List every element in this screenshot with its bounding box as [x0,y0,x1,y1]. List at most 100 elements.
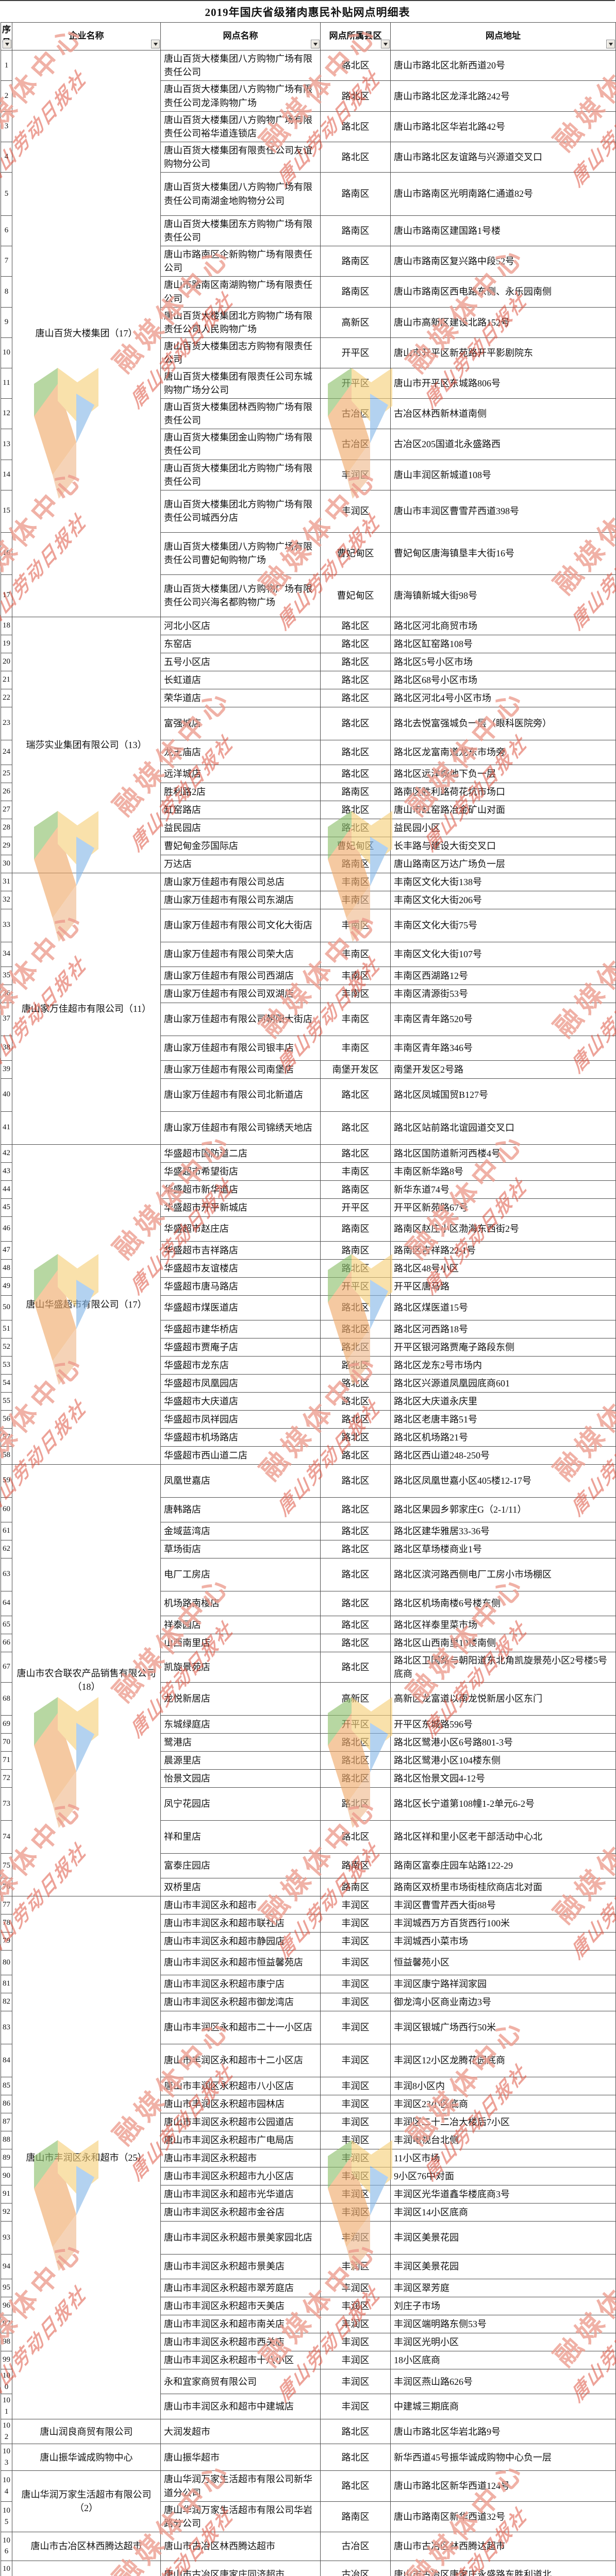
store-name-cell: 唐山家万佳超市有限公司文化大街店 [160,908,321,942]
table-row: 60 唐韩路店 路北区 路北区果园乡郭家庄G（2-1/11） [1,1497,616,1522]
store-name-cell: 唐山市丰润区永和超市十二小区店 [160,2043,321,2077]
company-cell: 唐山同济商场有限公司（2） [12,2560,161,2576]
district-cell: 路北区 [320,1521,391,1540]
store-name-cell: 唐山市丰润区永积超市金谷店 [160,2202,321,2222]
district-cell: 路南区 [320,246,391,277]
serial-cell: 74 [1,1820,12,1854]
store-name-cell: 唐山市丰润区永积超市景美家园北店 [160,2221,321,2255]
district-cell: 路北区 [320,634,391,653]
serial-cell: 89 [1,2148,12,2167]
address-cell: 路北区河北4号小区市场 [390,688,616,707]
district-cell: 路北区 [320,2470,391,2502]
store-name-cell: 富强城店 [160,706,321,740]
address-cell: 唐山市路北区新华西道124号 [390,2470,616,2502]
district-cell: 路北区 [320,1769,391,1788]
store-name-cell: 唐山振华超市 [160,2444,321,2471]
serial-cell: 5 [1,172,12,216]
district-cell: 丰润区 [320,1895,391,1914]
store-name-cell: 华盛超市新华道店 [160,1180,321,1199]
serial-cell: 105 [1,2501,12,2532]
store-name-cell: 华盛超市贾庵子店 [160,1337,321,1357]
store-name-cell: 唐山市古冶区林西腾达超市 [160,2531,321,2561]
store-name-cell: 唐山家万佳超市有限公司北新道店 [160,1078,321,1112]
serial-cell: 15 [1,489,12,533]
district-cell: 丰润区 [320,1913,391,1933]
table-row: 62 草场街店 路北区 路北区草场楼商业1号 [1,1539,616,1558]
company-cell: 唐山市古冶区林西腾达超市 [12,2531,161,2561]
store-name-cell: 华盛超市凤祥园店 [160,1410,321,1429]
store-name-cell: 唐山市丰润区永积超市康宁店 [160,1974,321,1993]
address-cell: 丰南区文化大街206号 [390,890,616,909]
address-cell: 南堡开发区2号路 [390,1060,616,1079]
address-cell: 唐山市路北区北新西道20号 [390,50,616,81]
district-cell: 曹妃甸区 [320,532,391,575]
table-row: 82 唐山市丰润区永积超市御龙湾店 丰润区 御龙湾小区商业南边3号 [1,1992,616,2011]
store-name-cell: 唐山市丰润区永积超市天美店 [160,2296,321,2315]
address-cell: 路北去悦富强城负一层（眼科医院旁） [390,706,616,740]
serial-cell: 83 [1,2010,12,2044]
district-cell: 路南区 [320,1877,391,1896]
district-cell: 丰润区 [320,2394,391,2419]
store-name-cell: 唐山百货大楼集团志方购物有限责任公司 [160,337,321,368]
district-cell: 丰润区 [320,1992,391,2011]
address-cell: 路北区远洋城地下负一层 [390,764,616,783]
store-name-cell: 荣华道店 [160,688,321,707]
autofilter-dropdown-icon[interactable] [151,40,160,49]
address-cell: 丰南区清源街53号 [390,984,616,1003]
serial-cell: 13 [1,429,12,460]
serial-cell: 47 [1,1241,12,1260]
col-header-label: 企业名称 [69,31,104,41]
district-cell: 路北区 [320,800,391,819]
address-cell: 唐山丰润区新城道108号 [390,459,616,490]
table-row: 22 荣华道店 路北区 路北区河北4号小区市场 [1,688,616,707]
table-row: 43 华盛超市希望街店 丰南区 丰南区新华路8号 [1,1162,616,1181]
table-row: 36 唐山家万佳超市有限公司双湖店 丰南区 丰南区清源街53号 [1,984,616,1003]
company-cell: 唐山润良商贸有限公司 [12,2418,161,2445]
district-cell: 南堡开发区 [320,1060,391,1079]
district-cell: 路北区 [320,1557,391,1591]
district-cell: 路北区 [320,764,391,783]
store-name-cell: 唐山百货大楼集团八方购物广场有限责任公司龙泽购物广场 [160,80,321,112]
store-name-cell: 益民园店 [160,818,321,837]
serial-cell: 87 [1,2112,12,2131]
col-header-store-name: 网点名称 [160,22,321,51]
district-cell: 高新区 [320,307,391,338]
address-cell: 路北区建华雅居33-36号 [390,1521,616,1540]
serial-cell: 39 [1,1060,12,1079]
table-row: 40 唐山家万佳超市有限公司北新道店 路北区 路北区凤城国贸B127号 [1,1078,616,1112]
store-name-cell: 大润发超市 [160,2418,321,2445]
col-header-label: 网点名称 [223,31,258,41]
district-cell: 路北区 [320,1651,391,1683]
triangle-down-icon [608,43,613,46]
district-cell: 丰润区 [320,2148,391,2167]
address-cell: 唐山市缸窑路冶金矿山对面 [390,800,616,819]
district-cell: 丰润区 [320,2368,391,2395]
autofilter-dropdown-icon[interactable] [311,40,320,49]
address-cell: 路北区国防道新河西楼4号 [390,1144,616,1163]
district-cell: 丰南区 [320,984,391,1003]
serial-cell: 76 [1,1877,12,1896]
store-name-cell: 唐山家万佳超市有限公司银丰店 [160,1035,321,1061]
store-name-cell: 富泰庄园店 [160,1853,321,1878]
autofilter-dropdown-icon[interactable] [3,40,11,49]
address-cell: 古冶区林西新林道南侧 [390,398,616,430]
district-cell: 路北区 [320,1410,391,1429]
serial-cell: 12 [1,398,12,430]
serial-cell: 42 [1,1144,12,1163]
serial-cell: 68 [1,1682,12,1716]
autofilter-dropdown-icon[interactable] [606,40,615,49]
store-name-cell: 唐山市丰润区永积超市 [160,2148,321,2167]
district-cell: 路北区 [320,1615,391,1634]
autofilter-dropdown-icon[interactable] [381,40,390,49]
serial-cell: 93 [1,2221,12,2255]
store-name-cell: 唐山市丰润区永和超市中建城店 [160,2394,321,2419]
serial-cell: 14 [1,459,12,490]
store-name-cell: 凤凰世嘉店 [160,1464,321,1498]
serial-cell: 63 [1,1557,12,1591]
table-row: 106 唐山市古冶区林西腾达超市 唐山市古冶区林西腾达超市 古冶区 唐山市古冶区林西腾达… [1,2531,616,2561]
district-cell: 路北区 [320,1078,391,1112]
store-name-cell: 唐山百货大楼集团北方购物广场有限责任公司 [160,459,321,490]
serial-cell: 104 [1,2470,12,2502]
serial-cell: 73 [1,1787,12,1821]
serial-cell: 106 [1,2531,12,2561]
